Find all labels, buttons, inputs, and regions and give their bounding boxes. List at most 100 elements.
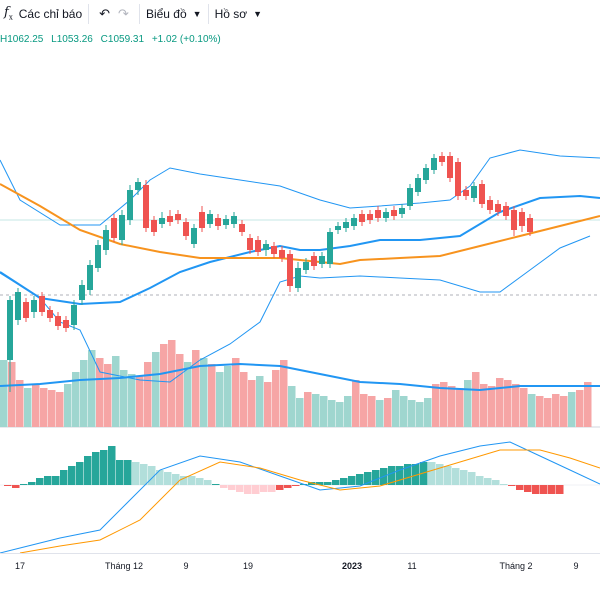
macd-histogram-bar (124, 460, 132, 485)
volume-bar (0, 360, 8, 427)
candlestick (271, 242, 277, 258)
candle-body (199, 212, 205, 228)
macd-histogram-bar (4, 485, 12, 486)
volume-bar (432, 384, 440, 427)
candlestick (463, 186, 469, 200)
volume-bar (560, 396, 568, 427)
candlestick (287, 250, 293, 292)
candle-body (487, 200, 493, 210)
candle-body (359, 214, 365, 222)
macd-histogram-bar (388, 466, 396, 485)
candle-body (167, 216, 173, 222)
time-axis-label: 9 (183, 561, 189, 571)
candlestick (191, 224, 197, 248)
chart-menu-button[interactable]: Biểu đồ ▼ (146, 7, 202, 21)
candle-body (263, 244, 269, 250)
volume-bar (232, 358, 240, 427)
candlestick (423, 164, 429, 184)
candle-body (47, 310, 53, 318)
candle-body (407, 188, 413, 206)
volume-bar (200, 358, 208, 427)
candle-body (415, 178, 421, 192)
candlestick (47, 306, 53, 322)
candle-body (71, 305, 77, 325)
candle-body (311, 256, 317, 266)
candle-body (255, 240, 261, 252)
macd-line (0, 441, 600, 553)
candle-body (151, 220, 157, 232)
macd-histogram-bar (332, 480, 340, 485)
ohlc-close: C1059.31 (100, 34, 145, 45)
toolbar-divider (88, 3, 90, 24)
candle-body (343, 222, 349, 228)
candle-body (527, 218, 533, 232)
candlestick (439, 152, 445, 166)
candlestick (87, 260, 93, 295)
candle-body (439, 156, 445, 162)
macd-histogram-bar (252, 485, 260, 494)
candlestick (231, 212, 237, 228)
volume-bar (136, 376, 144, 427)
indicators-button[interactable]: fx Các chỉ báo (0, 5, 82, 22)
volume-bar (576, 390, 584, 427)
moving-average-line (0, 183, 600, 266)
chevron-down-icon: ▼ (192, 8, 202, 19)
candle-body (183, 222, 189, 236)
macd-histogram-bar (468, 472, 476, 485)
macd-histogram-bar (92, 452, 100, 485)
candlestick (511, 206, 517, 236)
profile-menu-button[interactable]: Hồ sơ ▼ (215, 7, 262, 21)
candlestick (263, 240, 269, 256)
volume-bar (344, 396, 352, 427)
candlestick (455, 158, 461, 200)
candle-body (127, 190, 133, 220)
macd-histogram-bar (484, 478, 492, 485)
candle-body (135, 182, 141, 190)
macd-histogram-bar (220, 485, 228, 488)
volume-bar (168, 340, 176, 427)
candlestick (135, 178, 141, 195)
volume-bar (248, 380, 256, 427)
macd-histogram-bar (84, 456, 92, 485)
redo-icon[interactable]: ↷ (118, 5, 129, 21)
macd-histogram-bar (68, 466, 76, 485)
volume-bar (496, 378, 504, 427)
candle-body (495, 204, 501, 212)
time-axis-label: 11 (407, 561, 417, 571)
price-chart[interactable] (0, 0, 600, 553)
candle-body (175, 214, 181, 220)
undo-icon[interactable]: ↶ (99, 5, 111, 21)
macd-histogram-bar (156, 470, 164, 485)
macd-histogram-bar (180, 476, 188, 485)
macd-histogram-bar (436, 464, 444, 485)
macd-histogram-bar (404, 464, 412, 485)
candle-body (463, 190, 469, 196)
volume-bar (16, 380, 24, 427)
candlestick (183, 218, 189, 240)
macd-histogram-bar (372, 470, 380, 485)
macd-histogram-bar (316, 482, 324, 485)
volume-bar (304, 392, 312, 427)
volume-bar (416, 402, 424, 427)
macd-histogram-bar (36, 478, 44, 485)
candlestick (23, 298, 29, 322)
volume-bar (224, 366, 232, 427)
macd-histogram-bar (172, 474, 180, 485)
macd-histogram-bar (268, 485, 276, 492)
candlestick (175, 210, 181, 224)
candle-body (15, 292, 21, 320)
macd-histogram-bar (20, 484, 28, 485)
candlestick (303, 258, 309, 274)
candlestick (63, 316, 69, 332)
candle-body (223, 219, 229, 225)
chevron-down-icon: ▼ (253, 8, 263, 19)
candlestick (255, 236, 261, 256)
time-axis[interactable]: 17 Tháng 12 9 19 2023 11 Tháng 2 9 (0, 553, 600, 601)
candle-body (279, 250, 285, 258)
candle-body (207, 214, 213, 224)
ohlc-low: L1053.26 (51, 34, 93, 45)
candle-body (95, 245, 101, 268)
macd-histogram-bar (108, 446, 116, 485)
volume-bar (336, 402, 344, 427)
candlestick (151, 216, 157, 236)
